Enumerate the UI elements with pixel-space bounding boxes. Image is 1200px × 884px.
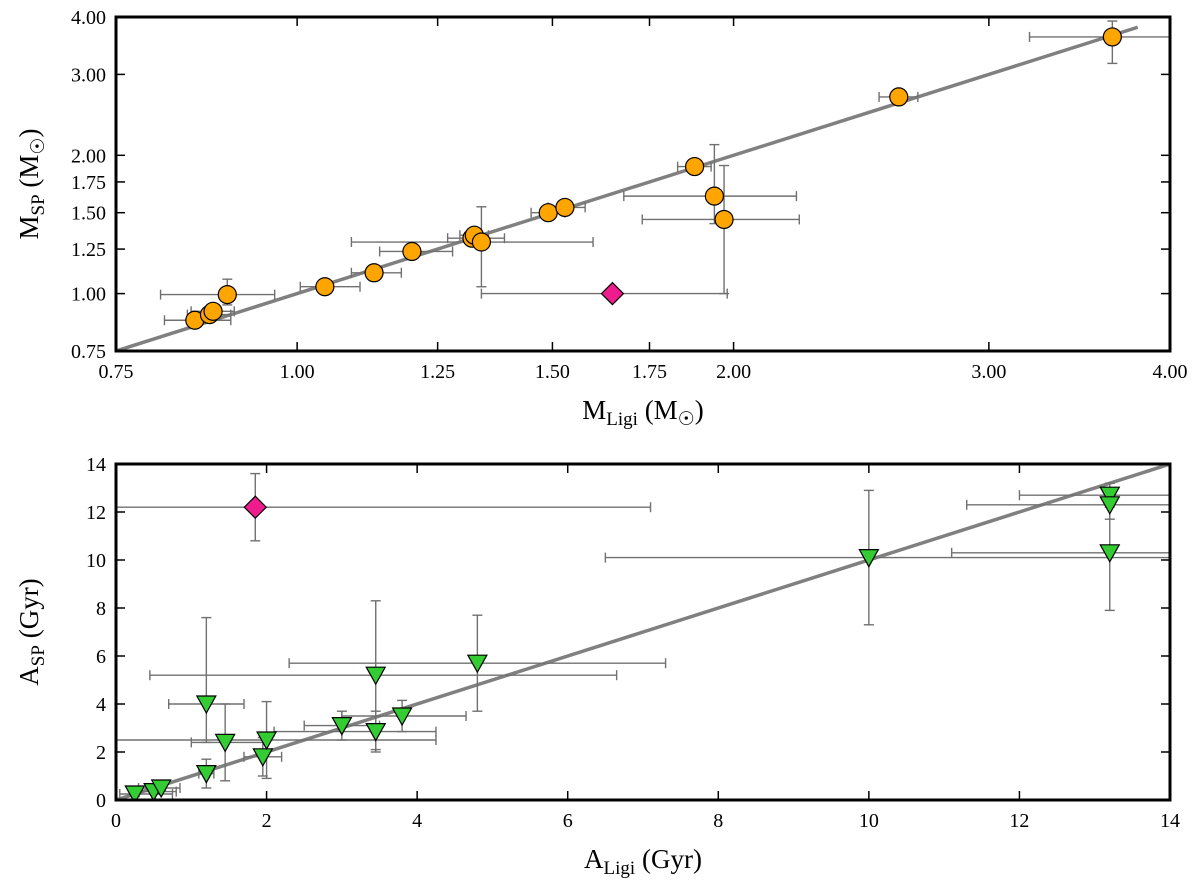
mass-y-tick-label: 1.00	[71, 284, 106, 306]
mass-y-tick-label: 1.50	[71, 203, 106, 225]
age-y-tick-label: 8	[96, 598, 106, 620]
mass-x-tick-label: 1.50	[535, 361, 570, 383]
age-stars-point	[391, 707, 413, 727]
mass-x-tick-label: 1.00	[280, 361, 315, 383]
age-stars-point	[252, 748, 274, 768]
age-x-axis-label: ALigi (Gyr)	[584, 844, 702, 879]
age-outlier-point	[243, 495, 268, 520]
mass-x-tick-label: 2.00	[716, 361, 751, 383]
age-stars-point	[214, 733, 236, 753]
mass-y-tick-label: 1.75	[71, 172, 106, 194]
mass-stars-point	[714, 209, 734, 230]
mass-x-tick-label: 3.00	[971, 361, 1006, 383]
mass-y-tick-label: 3.00	[71, 64, 106, 86]
mass-x-tick-label: 4.00	[1153, 361, 1188, 383]
age-y-tick-label: 4	[96, 694, 106, 716]
mass-x-axis-label: MLigi (M☉)	[582, 395, 703, 430]
mass-one-to-one-line	[116, 25, 1139, 351]
age-stars-errorbar	[950, 494, 1170, 612]
age-stars-point	[331, 716, 353, 736]
mass-outlier-point	[600, 281, 625, 306]
mass-plot-area	[116, 20, 1170, 351]
mass-stars-point	[685, 156, 705, 177]
age-axes-frame	[114, 462, 1172, 802]
age-comparison-panel: 0 2 4 6 8 10 12 14 0 2 4 6 8 10 12 14 ALigi (Gyr) ASP (Gy…	[14, 454, 1180, 879]
mass-x-tick-label: 0.75	[99, 361, 134, 383]
mass-stars-point	[364, 263, 384, 283]
age-y-tick-label: 10	[86, 550, 106, 572]
age-stars-point	[466, 654, 488, 674]
mass-stars-errorbar	[641, 164, 800, 295]
mass-stars-point	[203, 301, 223, 321]
mass-stars-point	[471, 232, 492, 252]
age-stars-point	[365, 722, 387, 742]
age-stars-point	[1099, 496, 1121, 516]
mass-stars-point	[1102, 27, 1122, 47]
mass-x-tick-label: 1.75	[632, 361, 667, 383]
age-stars-point	[365, 666, 387, 686]
age-stars-errorbar	[116, 700, 437, 780]
age-x-tick-label: 8	[713, 810, 723, 832]
age-x-tick-label: 6	[563, 810, 573, 832]
mass-stars-errorbar	[159, 278, 276, 306]
mass-stars-point	[315, 277, 335, 297]
mass-x-tick-label: 1.25	[420, 361, 455, 383]
age-y-tick-label: 12	[86, 502, 106, 524]
age-stars-point	[150, 779, 172, 799]
age-x-tick-label: 2	[262, 810, 272, 832]
age-stars-point	[256, 731, 278, 751]
age-stars-point	[124, 785, 146, 800]
age-x-tick-label: 10	[859, 810, 879, 832]
mass-y-tick-label: 0.75	[71, 341, 106, 363]
age-plot-area	[116, 464, 1170, 800]
age-x-tick-label: 0	[111, 810, 121, 832]
age-y-axis-label: ASP (Gyr)	[14, 578, 49, 685]
age-stars-point	[195, 764, 217, 784]
age-y-tick-label: 0	[96, 790, 106, 812]
age-x-tick-label: 12	[1009, 810, 1029, 832]
age-stars-point	[1099, 544, 1121, 564]
age-stars-errorbar	[167, 616, 245, 744]
age-y-tick-label: 14	[86, 454, 106, 476]
age-stars-errorbar	[604, 489, 1170, 626]
age-stars-errorbar	[273, 710, 437, 753]
mass-stars-point	[402, 241, 422, 262]
mass-stars-point	[538, 203, 558, 223]
mass-y-tick-label: 2.00	[71, 145, 106, 167]
age-x-tick-label: 14	[1160, 810, 1180, 832]
mass-stars-errorbar	[623, 143, 798, 225]
age-one-to-one-line	[116, 464, 1170, 800]
age-stars-point	[858, 548, 880, 568]
mass-stars-point	[217, 285, 237, 305]
mass-comparison-panel: 0.75 1.00 1.25 1.50 1.75 2.00 3.00 4.00 0.75 1.00…	[14, 7, 1188, 430]
age-stars-point	[1099, 486, 1121, 506]
mass-stars-point	[889, 87, 909, 107]
mass-y-tick-label: 4.00	[71, 7, 106, 29]
age-x-tick-label: 4	[412, 810, 422, 832]
age-stars-point	[195, 695, 217, 715]
age-y-tick-label: 6	[96, 646, 106, 668]
mass-stars-point	[555, 197, 575, 218]
mass-stars-point	[704, 186, 724, 206]
age-outlier-errorbar	[116, 472, 652, 542]
mass-axes-frame	[114, 15, 1172, 353]
mass-y-tick-label: 1.25	[71, 239, 106, 261]
age-y-tick-label: 2	[96, 742, 106, 764]
mass-y-axis-label: MSP (M☉)	[14, 129, 49, 240]
